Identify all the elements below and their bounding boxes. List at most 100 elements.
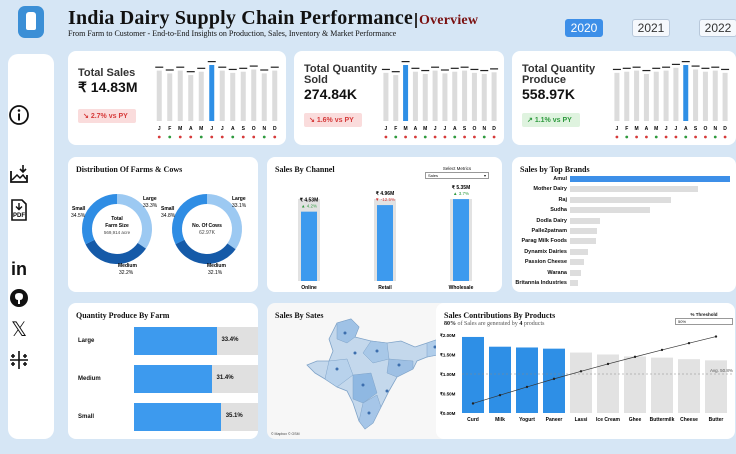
product-bar [651, 357, 673, 413]
kpi-prev-year-marker [401, 61, 410, 63]
kpi-prev-year-marker [218, 66, 227, 68]
kpi-prev-year-marker [662, 66, 671, 68]
kpi-month-dot [463, 135, 466, 139]
kpi-prev-year-marker [176, 66, 185, 68]
card-title: Quantity Produce By Farm [76, 311, 170, 320]
kpi-prev-year-marker [480, 69, 489, 72]
brand-row: Amul [512, 176, 730, 182]
brand-bar [570, 186, 698, 193]
year-2020-button[interactable]: 2020 [565, 19, 603, 37]
kpi-month-dot [723, 135, 727, 139]
year-2022-button[interactable]: 2022 [699, 19, 736, 37]
kpi-month-dot [252, 135, 256, 139]
channel-value: ₹ 4.96M [376, 191, 394, 197]
channel-value: ₹ 5.35M [452, 185, 470, 191]
kpi-month-dot [482, 135, 486, 139]
kpi-label-line1: Total Quantity [304, 63, 378, 75]
channel-label: Online [301, 285, 317, 291]
chevron-down-icon: ▾ [483, 173, 486, 178]
kpi-month-dot [713, 135, 717, 139]
kpi-month-bar [442, 73, 448, 121]
brand-bar [570, 176, 730, 182]
trend-up-icon: ↗ [527, 117, 535, 124]
y-tick-label: ₹2.00M [440, 333, 456, 338]
brand-name: Palle2patnam [531, 228, 567, 234]
tableau-icon[interactable] [8, 349, 30, 371]
product-bar [489, 346, 511, 413]
kpi-month-label: J [434, 126, 437, 132]
brand-row: Britannia Industries [512, 280, 578, 286]
farm-bar-track: 35.1% [134, 403, 258, 431]
kpi-prev-year-marker [701, 67, 710, 69]
average-label: Avg. 50.8% [710, 368, 733, 373]
kpi-month-label: A [414, 126, 418, 132]
kpi-month-dot [654, 135, 658, 139]
kpi-month-label: S [694, 126, 698, 132]
farm-quantity-row: Large 33.4% [78, 327, 258, 355]
brand-name: Sudha [550, 207, 567, 214]
linkedin-icon[interactable]: in [11, 258, 27, 279]
kpi-month-label: N [262, 126, 266, 132]
kpi-month-bar [471, 72, 477, 121]
kpi-delta-badge: ↘ 1.6% vs PY [304, 113, 362, 127]
kpi-prev-year-marker [490, 68, 499, 70]
kpi-prev-year-marker [207, 61, 216, 63]
kpi-month-bar [653, 71, 659, 121]
cumulative-point [714, 335, 718, 338]
kpi-month-dot [394, 135, 398, 139]
info-icon[interactable] [8, 104, 30, 126]
download-pdf-icon[interactable]: PDF [8, 199, 30, 221]
app-logo-icon [18, 6, 44, 38]
kpi-prev-year-marker [155, 66, 164, 68]
kpi-month-dot [189, 135, 193, 139]
kpi-month-dot [220, 135, 224, 139]
kpi-month-label: J [221, 126, 224, 132]
d1-medium-pct: 32.2% [119, 270, 134, 276]
cumulative-point [633, 355, 637, 359]
d2-medium-pct: 32.1% [208, 270, 223, 276]
kpi-value: ₹ 14.83M [78, 79, 138, 95]
kpi-month-label: D [273, 126, 277, 132]
donut-slice [175, 239, 236, 264]
channel-delta: ▲ 4.2% [301, 204, 317, 209]
india-map[interactable]: © Mapbox © OSM [267, 303, 502, 439]
product-label: Curd [467, 417, 479, 423]
brand-row: Raj [512, 196, 671, 203]
kpi-month-bar [693, 69, 699, 121]
brand-bar [570, 259, 585, 266]
kpi-prev-year-marker [421, 69, 430, 72]
sales-by-channel-card: Sales By Channel Select Metrics Sales ▾ ₹… [267, 157, 502, 292]
brand-bar [570, 280, 578, 286]
year-2021-button[interactable]: 2021 [632, 19, 670, 37]
kpi-prev-year-marker [391, 71, 400, 73]
x-twitter-icon[interactable]: 𝕏 [10, 318, 28, 341]
brand-name: Parag Milk Foods [521, 238, 567, 245]
kpi-value: 558.97K [522, 86, 575, 102]
github-icon[interactable] [8, 287, 30, 309]
kpi-prev-year-marker [652, 67, 661, 69]
kpi-prev-year-marker [642, 69, 651, 72]
product-label: Paneer [546, 417, 563, 423]
brand-bar [570, 196, 671, 203]
brand-row: Passion Cheese [512, 259, 585, 266]
kpi-month-label: J [675, 126, 678, 132]
brand-name: Dodla Dairy [536, 217, 567, 224]
donut-slice [85, 239, 146, 264]
select-metrics-dropdown[interactable]: Sales ▾ [425, 172, 489, 179]
pareto-chart: ₹2.00M ₹1.50M ₹1.00M ₹0.50M ₹0.00M Curd Milk Yo… [440, 333, 733, 423]
farms-donuts: Total Farm Size 569,914 acre Small 34.5%… [71, 194, 247, 276]
download-image-icon[interactable] [8, 163, 30, 185]
kpi-month-dot [231, 135, 235, 139]
kpi-month-bar [393, 75, 399, 121]
kpi-month-dot [423, 135, 427, 139]
kpi-value: 274.84K [304, 86, 357, 102]
card-title: Sales by Top Brands [520, 165, 590, 174]
kpi-month-bar [491, 72, 497, 121]
kpi-month-label: M [178, 126, 182, 132]
kpi-month-bar [481, 73, 487, 121]
donut-slice [82, 194, 118, 245]
kpi-month-dot [210, 135, 214, 139]
threshold-input[interactable]: 50% [675, 318, 733, 325]
kpi-prev-year-marker [671, 63, 680, 65]
d1-medium-label: Medium [118, 263, 137, 269]
